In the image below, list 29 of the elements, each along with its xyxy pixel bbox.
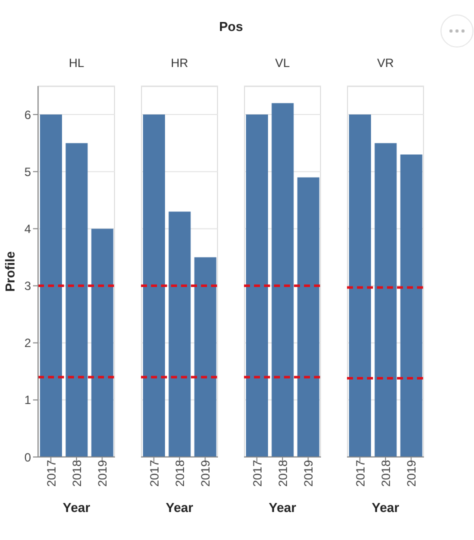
y-tick-label: 6	[24, 108, 32, 122]
y-axis-title: Profile	[2, 251, 18, 292]
y-tick-label: 1	[24, 393, 32, 408]
x-tick-label: 2019	[198, 460, 213, 487]
y-tick-label: 3	[24, 279, 32, 294]
x-axis-title: Year	[268, 500, 296, 515]
x-axis-title: Year	[62, 500, 90, 515]
chart-title: VR	[376, 56, 395, 70]
x-tick-label: 2017	[353, 460, 368, 487]
x-tick-label: 2018	[276, 460, 290, 487]
x-tick-label: 2018	[70, 460, 84, 487]
text: Pos	[218, 19, 244, 34]
y-tick-label: 2	[24, 336, 32, 350]
chart-title: HR	[170, 56, 190, 70]
y-tick-label: 4	[24, 222, 32, 236]
x-tick-label: 2019	[404, 460, 419, 487]
y-tick-label: 5	[24, 164, 32, 179]
x-tick-label: 2019	[96, 460, 110, 487]
x-tick-label: 2018	[173, 460, 188, 487]
chart-title: VL	[274, 56, 291, 70]
x-tick-label: 2017	[147, 460, 162, 487]
chart-title: HL	[68, 56, 86, 70]
x-tick-label: 2017	[250, 460, 264, 487]
x-axis-title: Year	[372, 500, 400, 515]
y-tick-label: 0	[24, 450, 32, 464]
x-axis-title: Year	[166, 500, 194, 515]
x-tick-label: 2018	[379, 460, 394, 487]
x-tick-label: 2017	[44, 460, 58, 487]
x-tick-label: 2019	[302, 460, 316, 487]
